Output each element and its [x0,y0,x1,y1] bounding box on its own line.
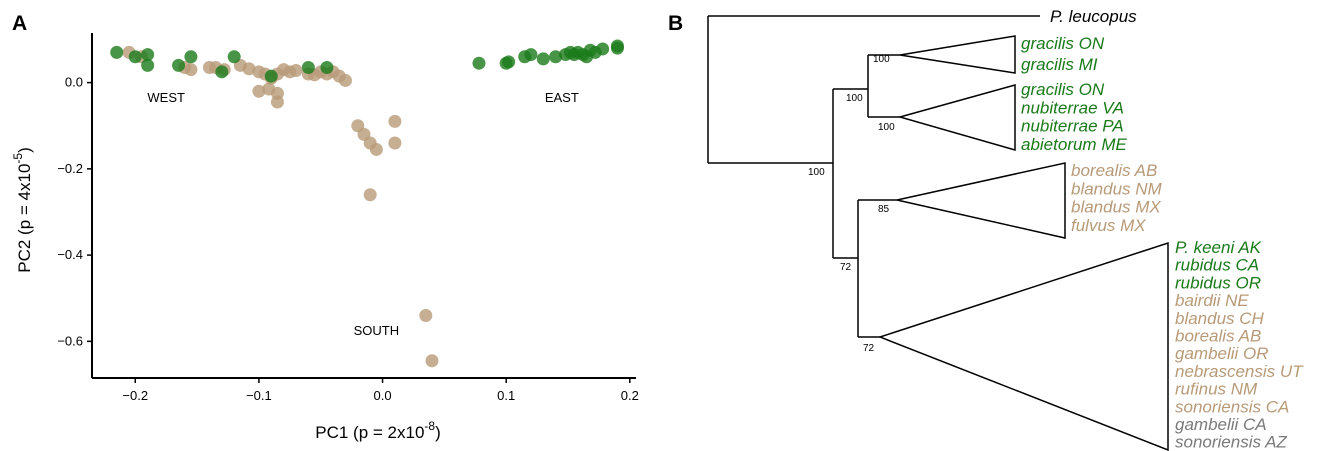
collapsed-clade-gracilis [899,35,1016,74]
x-axis-title: PC1 (p = 2x10-8) [315,419,441,442]
taxon-label: gracilis ON [1021,80,1105,99]
support-label: 85 [878,204,890,215]
scatter-point-east [524,48,538,62]
scatter-point-east [184,50,198,64]
taxon-label: sonoriensis AZ [1175,433,1287,451]
taxon-label: nubiterrae PA [1021,117,1124,136]
x-tick-label: −0.2 [122,388,148,403]
taxon-label: gambelii OR [1175,344,1269,363]
taxon-label: borealis AB [1071,161,1157,180]
taxon-label: rubidus CA [1175,256,1259,275]
scatter-point-east [215,65,229,79]
y-tick-label: −0.2 [57,161,83,176]
scatter-point-east [110,45,124,59]
scatter-point-east [264,69,278,83]
taxon-label: blandus CH [1175,309,1265,328]
scatter-point-east [141,58,155,72]
scatter-point-east [549,50,563,64]
collapsed-clade-large [877,241,1169,451]
scatter-point-east [301,61,315,74]
x-tick-label: 0.1 [497,388,515,403]
scatter-point-west [184,63,198,77]
x-tick-label: −0.1 [246,388,272,403]
scatter-point-east [610,39,624,53]
scatter-point-east [172,58,186,72]
panel-a-label: A [12,12,27,35]
scatter-point-west [369,142,383,156]
support-label: 72 [863,343,875,354]
scatter-point-east [227,50,241,64]
scatter-point-west [338,73,352,87]
scatter-point-east [580,50,594,64]
taxon-label: gambelii CA [1175,415,1267,434]
taxon-label-outgroup: P. leucopus [1050,7,1137,26]
x-tick-label: 0.0 [374,388,392,403]
collapsed-clade-nubiterrae [897,84,1016,151]
scatter-point-east [502,55,516,69]
taxon-label: borealis AB [1175,327,1261,346]
taxon-label: gracilis MI [1021,55,1098,74]
taxon-label: bairdii NE [1175,291,1249,310]
scatter-point-west [419,308,433,322]
panel-b-label: B [668,12,683,35]
scatter-point-east [128,50,142,64]
scatter-point-east [596,42,610,56]
scatter-point-west [388,114,402,128]
scatter-point-west [363,188,377,202]
scatter-point-east [472,56,486,70]
node-supports: 100 100 100 100 85 72 72 [808,54,895,354]
taxon-label: sonoriensis CA [1175,397,1289,416]
scatter-point-east [536,52,550,66]
scatter-points [110,39,624,368]
y-tick-label: 0.0 [65,75,83,90]
taxon-label: rufinus NM [1175,380,1258,399]
phylogenetic-tree [707,15,1169,451]
taxon-label: nebrascensis UT [1175,362,1304,381]
support-label: 72 [840,262,852,273]
taxon-label: P. keeni AK [1175,238,1262,257]
taxon-labels: P. leucopus gracilis ON gracilis MI gracil… [1021,7,1304,451]
axis-ticks: −0.2 −0.1 0.0 0.1 0.2 0.0 −0.2 −0.4 −0.6 [57,75,639,403]
support-label: 100 [878,122,895,133]
taxon-label: fulvus MX [1071,216,1146,235]
pca-scatter-plot: −0.2 −0.1 0.0 0.1 0.2 0.0 −0.2 −0.4 −0.6 WEST EA… [11,33,639,442]
region-label-south: SOUTH [354,323,400,338]
scatter-point-west [270,86,284,100]
taxon-label: nubiterrae VA [1021,98,1124,117]
scatter-point-west [388,136,402,150]
scatter-point-west [242,62,256,76]
region-label-west: WEST [147,90,185,105]
x-tick-label: 0.2 [621,388,639,403]
support-label: 100 [873,54,890,65]
region-label-east: EAST [545,90,579,105]
taxon-label: gracilis ON [1021,34,1105,53]
support-label: 100 [846,93,863,104]
collapsed-clade-tan [896,162,1066,239]
scatter-point-west [289,64,303,78]
scatter-point-west [425,354,439,368]
taxon-label: rubidus OR [1175,273,1261,292]
taxon-label: blandus NM [1071,179,1163,198]
taxon-label: abietorum ME [1021,135,1127,154]
y-tick-label: −0.4 [57,247,83,262]
y-tick-label: −0.6 [57,333,83,348]
taxon-label: blandus MX [1071,198,1161,217]
scatter-point-east [141,48,155,62]
scatter-point-east [567,48,581,62]
scatter-point-west [252,84,266,98]
support-label: 100 [808,167,825,178]
scatter-point-east [320,61,334,74]
y-axis-title: PC2 (p = 4x10-5) [11,147,34,273]
